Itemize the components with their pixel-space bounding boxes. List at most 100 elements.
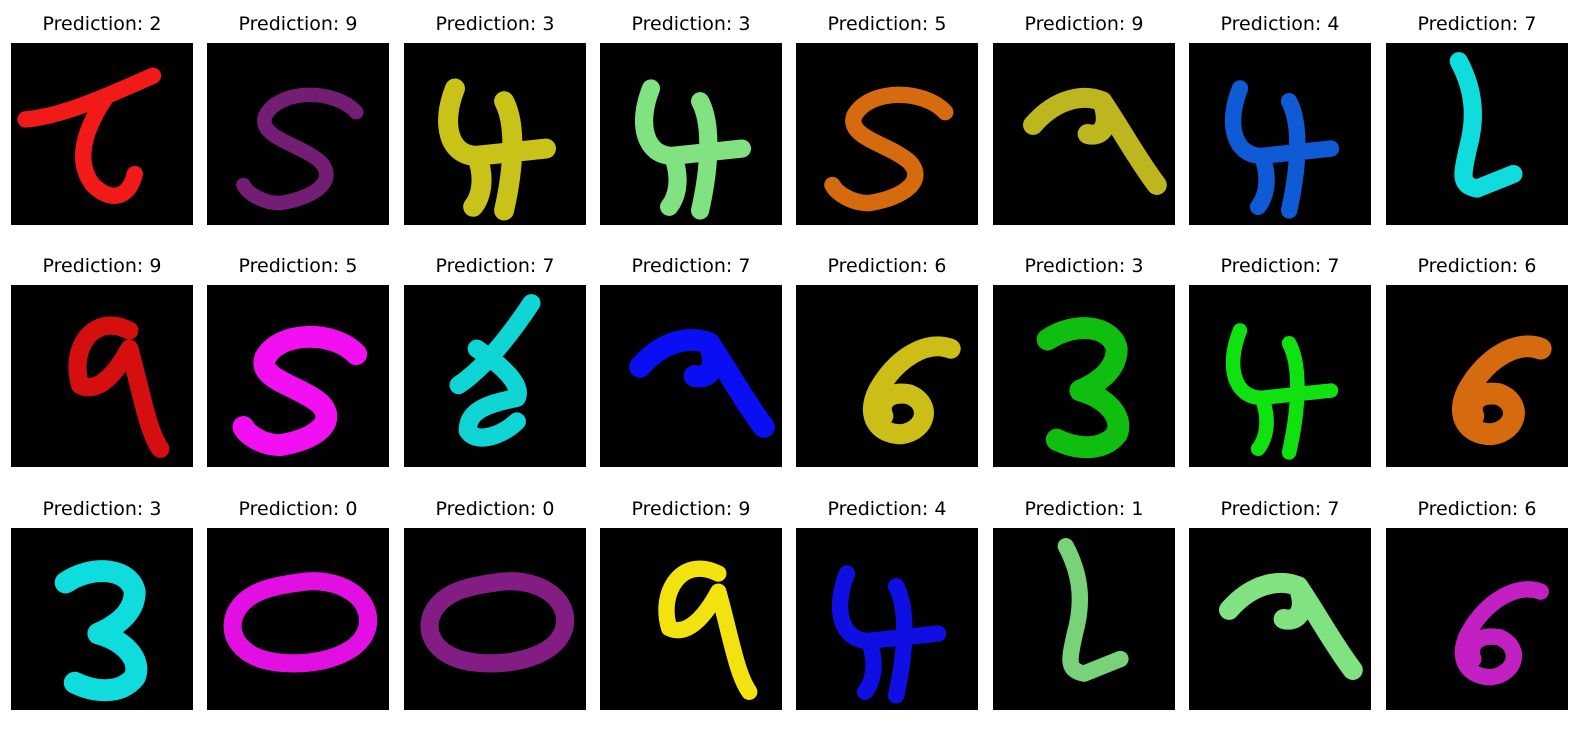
digit-6-icon: [863, 336, 961, 445]
digit-image: [993, 528, 1175, 710]
digit-image: [796, 285, 978, 467]
prediction-label: Prediction: 7: [435, 255, 555, 277]
prediction-tile: Prediction: 0: [404, 497, 586, 710]
prediction-tile: Prediction: 3: [404, 12, 586, 225]
image-background: [600, 43, 782, 225]
digit-image: [993, 285, 1175, 467]
prediction-label: Prediction: 3: [631, 13, 751, 35]
digit-image: [1189, 528, 1371, 710]
prediction-tile: Prediction: 7: [404, 254, 586, 467]
digit-5-icon: [236, 87, 364, 211]
digit-image: [404, 285, 586, 467]
prediction-label: Prediction: 3: [42, 498, 162, 520]
digit-0-icon: [223, 572, 378, 673]
image-background: [796, 528, 978, 710]
digit-image: [1386, 285, 1568, 467]
digit-image: [1189, 43, 1371, 225]
digit-image: [1386, 528, 1568, 710]
digit-3-icon: [1036, 317, 1130, 459]
prediction-label: Prediction: 9: [42, 255, 162, 277]
prediction-tile: Prediction: 2: [11, 12, 193, 225]
prediction-tile: Prediction: 7: [600, 254, 782, 467]
digit-image: [1386, 43, 1568, 225]
digit-image: [11, 528, 193, 710]
prediction-tile: Prediction: 3: [11, 497, 193, 710]
prediction-label: Prediction: 9: [631, 498, 751, 520]
digit-3-icon: [54, 560, 148, 702]
digit-9-icon: [658, 560, 758, 700]
digit-image: [207, 285, 389, 467]
prediction-label: Prediction: 2: [42, 13, 162, 35]
prediction-tile: Prediction: 5: [796, 12, 978, 225]
prediction-label: Prediction: 6: [827, 255, 947, 277]
digit-1-icon: [1449, 52, 1523, 198]
digit-image: [796, 528, 978, 710]
digit-image: [796, 43, 978, 225]
digit-image: [207, 528, 389, 710]
prediction-tile: Prediction: 9: [600, 497, 782, 710]
prediction-label: Prediction: 9: [1024, 13, 1144, 35]
prediction-tile: Prediction: 4: [1189, 12, 1371, 225]
prediction-label: Prediction: 6: [1417, 498, 1537, 520]
prediction-tile: Prediction: 5: [207, 254, 389, 467]
prediction-label: Prediction: 5: [238, 255, 358, 277]
digit-5-icon: [824, 86, 954, 212]
prediction-tile: Prediction: 0: [207, 497, 389, 710]
digit-image: [11, 285, 193, 467]
prediction-tile: Prediction: 6: [796, 254, 978, 467]
prediction-label: Prediction: 0: [238, 498, 358, 520]
prediction-label: Prediction: 7: [631, 255, 751, 277]
digit-8-icon: [449, 294, 541, 447]
digit-9-icon: [68, 316, 170, 458]
prediction-tile: Prediction: 1: [993, 497, 1175, 710]
prediction-label: Prediction: 3: [435, 13, 555, 35]
digit-2-icon: [17, 67, 162, 204]
digit-7-icon: [629, 329, 775, 438]
digit-image: [207, 43, 389, 225]
digit-7-icon: [1023, 87, 1167, 195]
prediction-label: Prediction: 9: [238, 13, 358, 35]
prediction-label: Prediction: 6: [1417, 255, 1537, 277]
digit-image: [11, 43, 193, 225]
prediction-label: Prediction: 4: [827, 498, 947, 520]
prediction-tile: Prediction: 3: [600, 12, 782, 225]
prediction-tile: Prediction: 9: [11, 254, 193, 467]
prediction-tile: Prediction: 7: [1189, 497, 1371, 710]
prediction-tile: Prediction: 9: [207, 12, 389, 225]
digit-0-icon: [420, 572, 575, 673]
prediction-label: Prediction: 4: [1220, 13, 1340, 35]
digit-4-icon: [438, 78, 556, 221]
prediction-label: Prediction: 7: [1220, 255, 1340, 277]
digit-4-icon: [1224, 80, 1340, 219]
digit-image: [600, 43, 782, 225]
digit-image: [600, 528, 782, 710]
prediction-tile: Prediction: 6: [1386, 497, 1568, 710]
digit-4-icon: [1225, 323, 1339, 460]
digit-image: [993, 43, 1175, 225]
digit-7-icon: [1219, 572, 1363, 680]
image-background: [404, 43, 586, 225]
prediction-label: Prediction: 5: [827, 13, 947, 35]
digit-image: [404, 528, 586, 710]
digit-6-icon: [1452, 335, 1552, 446]
digit-image: [600, 285, 782, 467]
prediction-label: Prediction: 7: [1220, 498, 1340, 520]
image-background: [1189, 43, 1371, 225]
prediction-tile: Prediction: 6: [1386, 254, 1568, 467]
prediction-label: Prediction: 0: [435, 498, 555, 520]
prediction-tile: Prediction: 3: [993, 254, 1175, 467]
digit-6-icon: [1454, 581, 1549, 686]
prediction-tile: Prediction: 7: [1386, 12, 1568, 225]
digit-1-icon: [1057, 538, 1129, 682]
digit-4-icon: [635, 79, 752, 220]
prediction-tile: Prediction: 7: [1189, 254, 1371, 467]
prediction-label: Prediction: 1: [1024, 498, 1144, 520]
digit-image: [404, 43, 586, 225]
prediction-label: Prediction: 3: [1024, 255, 1144, 277]
prediction-label: Prediction: 7: [1417, 13, 1537, 35]
digit-image: [1189, 285, 1371, 467]
digit-5-icon: [232, 325, 368, 457]
digit-4-icon: [831, 565, 947, 704]
prediction-tile: Prediction: 4: [796, 497, 978, 710]
